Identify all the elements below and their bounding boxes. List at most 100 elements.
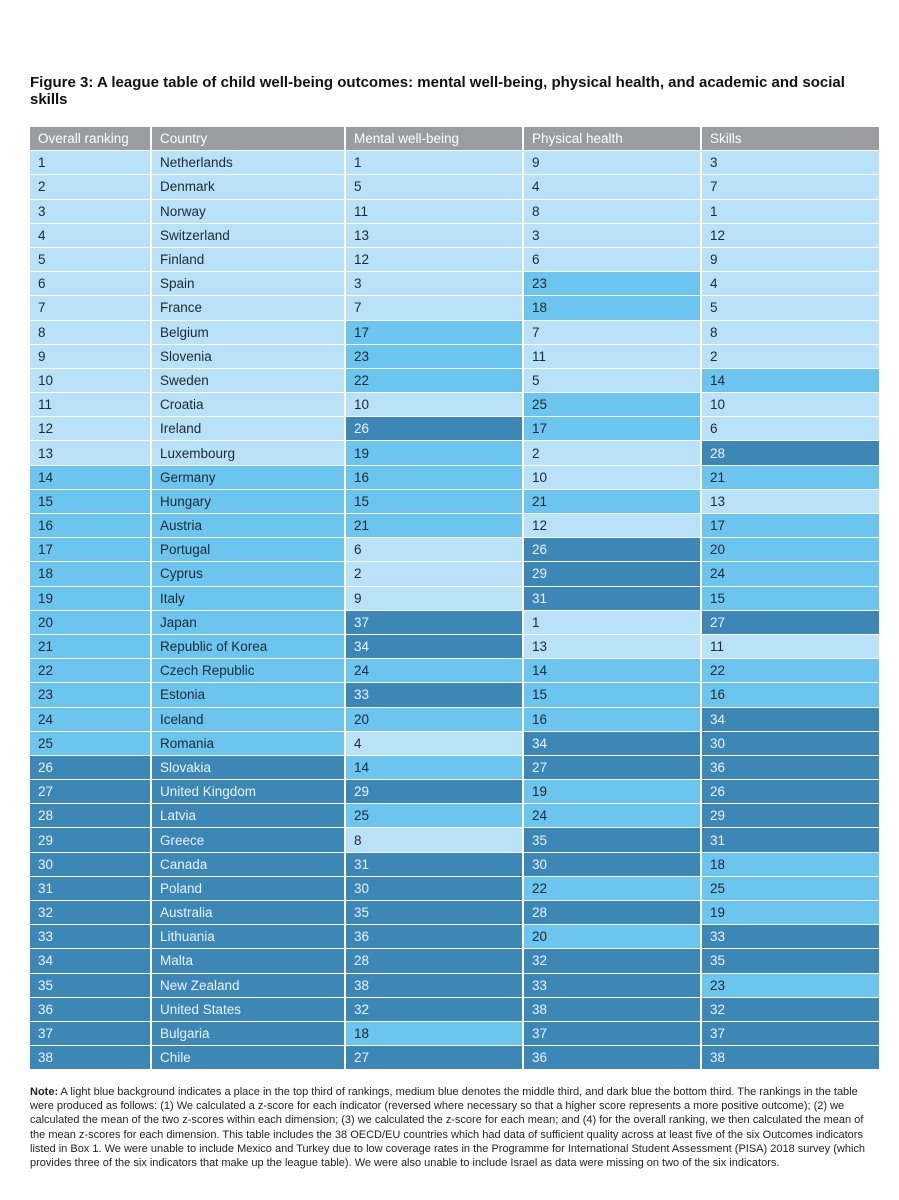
mental-well-being-cell: 24 [346,659,524,684]
country-cell: Bulgaria [152,1021,346,1047]
table-row: 22 Czech Republic 24 14 22 [30,659,879,684]
table-row: 13 Luxembourg 19 2 28 [30,441,879,466]
physical-health-cell: 3 [524,223,702,248]
skills-cell: 34 [702,707,879,732]
mental-well-being-cell: 23 [346,344,524,369]
skills-cell: 27 [702,610,879,635]
physical-health-cell: 28 [524,901,702,926]
overall-ranking-cell: 22 [30,659,152,684]
skills-cell: 7 [702,175,879,200]
overall-ranking-cell: 29 [30,828,152,853]
overall-ranking-cell: 13 [30,441,152,466]
mental-well-being-cell: 29 [346,780,524,805]
mental-well-being-cell: 34 [346,634,524,660]
table-row: 9 Slovenia 23 11 2 [30,344,879,369]
skills-cell: 36 [702,755,879,781]
skills-cell: 4 [702,272,879,297]
overall-ranking-cell: 16 [30,514,152,539]
mental-well-being-cell: 14 [346,755,524,781]
country-cell: Republic of Korea [152,634,346,660]
table-body: 1 Netherlands 1 9 3 2 Denmark 5 4 7 3 Norway 11 8 1 4 Sw… [30,151,879,1071]
skills-cell: 25 [702,876,879,901]
overall-ranking-cell: 17 [30,538,152,563]
country-cell: Croatia [152,393,346,418]
mental-well-being-cell: 7 [346,296,524,321]
physical-health-cell: 5 [524,368,702,394]
table-row: 34 Malta 28 32 35 [30,949,879,974]
mental-well-being-cell: 9 [346,586,524,611]
skills-cell: 16 [702,683,879,708]
skills-cell: 37 [702,1021,879,1047]
overall-ranking-cell: 35 [30,973,152,998]
skills-cell: 35 [702,949,879,974]
overall-ranking-cell: 2 [30,175,152,200]
overall-ranking-cell: 18 [30,562,152,587]
overall-ranking-cell: 28 [30,804,152,829]
table-row: 18 Cyprus 2 29 24 [30,562,879,587]
table-row: 21 Republic of Korea 34 13 11 [30,634,879,660]
overall-ranking-cell: 4 [30,223,152,248]
table-row: 24 Iceland 20 16 34 [30,707,879,732]
physical-health-cell: 31 [524,586,702,611]
overall-ranking-cell: 32 [30,901,152,926]
country-cell: New Zealand [152,973,346,998]
header-country: Country [152,127,346,152]
country-cell: Romania [152,731,346,756]
skills-cell: 24 [702,562,879,587]
overall-ranking-cell: 8 [30,320,152,345]
country-cell: Japan [152,610,346,635]
table-row: 29 Greece 8 35 31 [30,828,879,853]
skills-cell: 9 [702,247,879,273]
mental-well-being-cell: 18 [346,1021,524,1047]
table-row: 16 Austria 21 12 17 [30,514,879,539]
table-row: 28 Latvia 25 24 29 [30,804,879,829]
table-row: 11 Croatia 10 25 10 [30,393,879,418]
table-row: 38 Chile 27 36 38 [30,1046,879,1071]
physical-health-cell: 6 [524,247,702,273]
mental-well-being-cell: 32 [346,997,524,1022]
physical-health-cell: 27 [524,755,702,781]
overall-ranking-cell: 21 [30,634,152,660]
mental-well-being-cell: 15 [346,489,524,514]
country-cell: Germany [152,465,346,490]
physical-health-cell: 30 [524,852,702,877]
country-cell: Portugal [152,538,346,563]
physical-health-cell: 23 [524,272,702,297]
mental-well-being-cell: 36 [346,925,524,950]
physical-health-cell: 38 [524,997,702,1022]
skills-cell: 33 [702,925,879,950]
mental-well-being-cell: 21 [346,514,524,539]
physical-health-cell: 8 [524,199,702,224]
country-cell: Cyprus [152,562,346,587]
country-cell: Netherlands [152,151,346,176]
mental-well-being-cell: 8 [346,828,524,853]
skills-cell: 23 [702,973,879,998]
physical-health-cell: 7 [524,320,702,345]
overall-ranking-cell: 26 [30,755,152,781]
overall-ranking-cell: 23 [30,683,152,708]
mental-well-being-cell: 5 [346,175,524,200]
table-row: 6 Spain 3 23 4 [30,272,879,297]
physical-health-cell: 35 [524,828,702,853]
mental-well-being-cell: 12 [346,247,524,273]
skills-cell: 11 [702,634,879,660]
mental-well-being-cell: 6 [346,538,524,563]
country-cell: Greece [152,828,346,853]
table-row: 8 Belgium 17 7 8 [30,320,879,345]
mental-well-being-cell: 26 [346,417,524,442]
country-cell: Australia [152,901,346,926]
skills-cell: 8 [702,320,879,345]
country-cell: Slovakia [152,755,346,781]
country-cell: Iceland [152,707,346,732]
physical-health-cell: 20 [524,925,702,950]
physical-health-cell: 32 [524,949,702,974]
skills-cell: 3 [702,151,879,176]
physical-health-cell: 12 [524,514,702,539]
mental-well-being-cell: 2 [346,562,524,587]
overall-ranking-cell: 19 [30,586,152,611]
overall-ranking-cell: 36 [30,997,152,1022]
physical-health-cell: 4 [524,175,702,200]
overall-ranking-cell: 37 [30,1021,152,1047]
mental-well-being-cell: 38 [346,973,524,998]
physical-health-cell: 36 [524,1046,702,1071]
